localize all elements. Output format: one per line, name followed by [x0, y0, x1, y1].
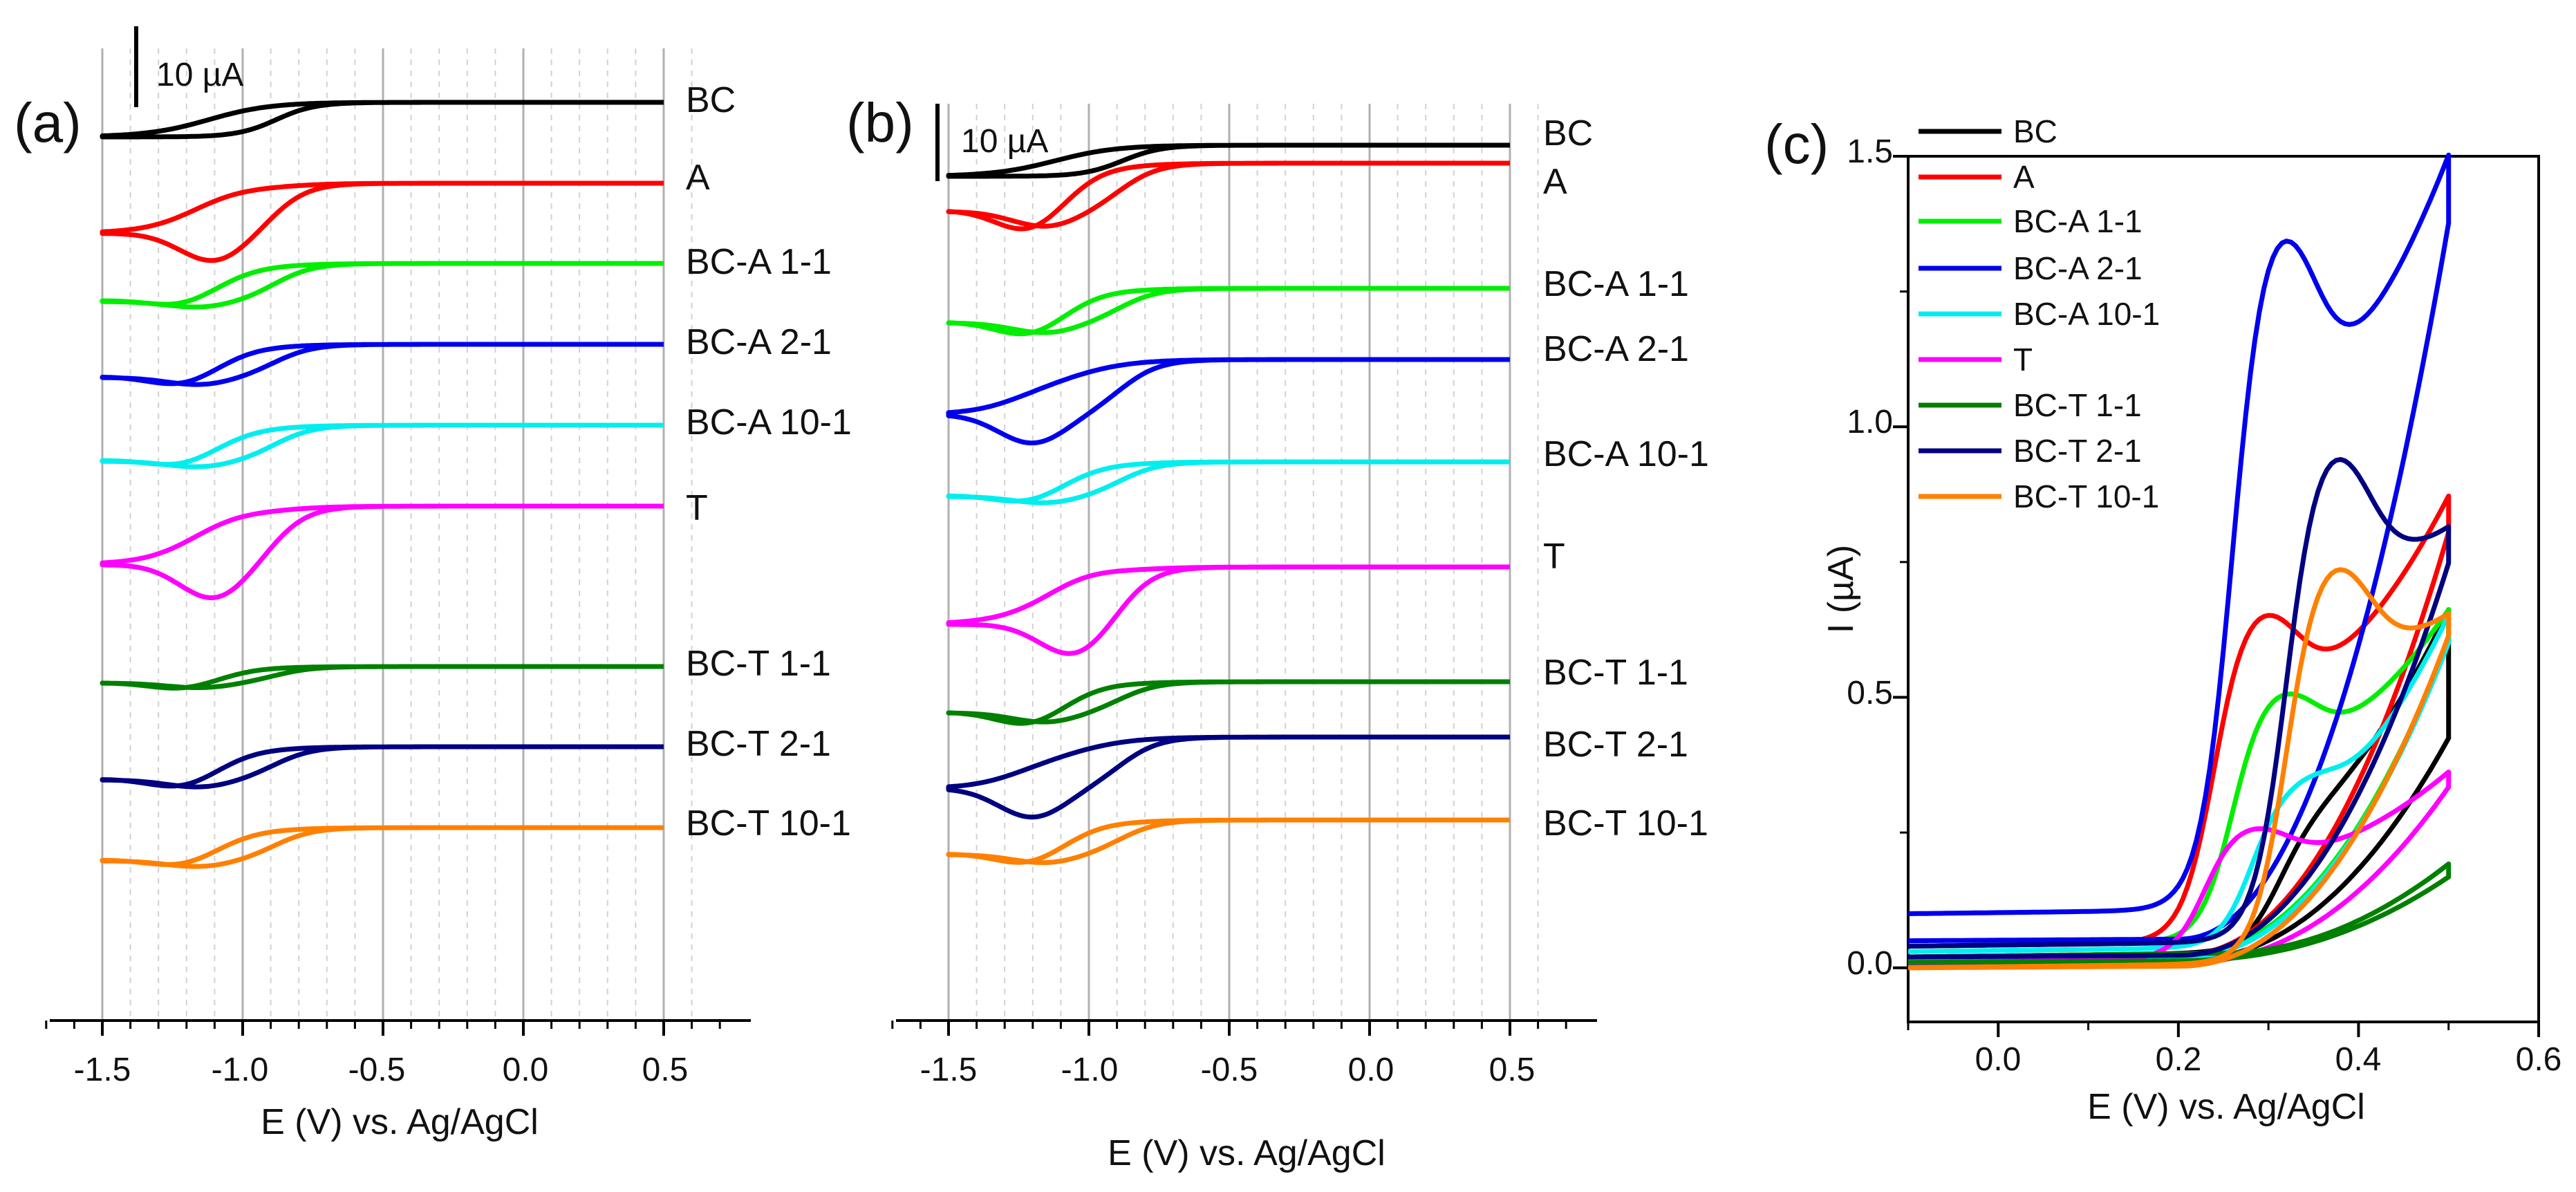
- panel-b-trace-labels: BC A BC-A 1-1 BC-A 2-1 BC-A 10-1 T BC-T …: [1543, 113, 1709, 844]
- panel-b-trace-label: BC-A 2-1: [1543, 329, 1689, 369]
- cv-trace-bc-t-2-1: [1908, 457, 2452, 960]
- panel-a-traces: [100, 100, 664, 869]
- panel-b-trace-label: BC-A 1-1: [1543, 264, 1689, 304]
- panel-b-scalebar-label: 10 µA: [961, 123, 1048, 160]
- panel-b-trace-label: BC: [1543, 113, 1593, 153]
- cv-trace-t: [946, 564, 1510, 656]
- cv-trace-bc-t-2-1: [100, 744, 664, 790]
- panel-c-traces: [1907, 152, 2452, 971]
- panel-c-y-tick-labels: 0.0 0.5 1.0 1.5: [1847, 133, 1893, 982]
- panel-c-x-tick-label: 0.6: [2516, 1041, 2562, 1078]
- cv-trace-bc-t-2-1: [946, 734, 1510, 820]
- legend-label: BC-T 2-1: [2013, 433, 2142, 469]
- panel-a-trace-label: BC-A 2-1: [686, 322, 832, 362]
- cv-trace-bc-a-2-1: [946, 357, 1510, 446]
- panel-b-traces: [946, 142, 1510, 866]
- panel-a-trace-label: T: [686, 488, 708, 528]
- panel-a-x-tick-label: 0.5: [642, 1052, 689, 1088]
- panel-b-trace-label: BC-A 10-1: [1543, 434, 1709, 474]
- legend-label: A: [2013, 159, 2035, 195]
- panel-c-y-tick-label: 1.5: [1847, 133, 1893, 170]
- panel-b-x-tick-label: -0.5: [1201, 1052, 1258, 1088]
- panel-c-ticks: [1893, 155, 2540, 1037]
- panel-a-trace-label: BC-A 10-1: [686, 402, 852, 443]
- panel-c-x-tick-labels: 0.0 0.2 0.4 0.6: [1975, 1041, 2562, 1078]
- cv-trace-bc: [946, 142, 1510, 179]
- panel-b: (b) -1.5 -1.0 -0.5 0.0 0.5 E (V) vs. Ag/…: [846, 92, 1709, 1173]
- cv-trace-t: [100, 503, 664, 600]
- panel-c-y-axis-title: I (µA): [1821, 545, 1861, 633]
- cv-trace-bc-t-1-1: [100, 664, 664, 691]
- panel-b-x-tick-label: -1.5: [920, 1052, 978, 1088]
- panel-b-trace-label: A: [1543, 162, 1567, 202]
- panel-a-trace-label: BC-A 1-1: [686, 242, 832, 282]
- panel-a-x-ticks: [45, 1021, 721, 1036]
- legend-label: BC: [2013, 113, 2057, 149]
- panel-a-x-tick-labels: -1.5 -1.0 -0.5 0.0 0.5: [74, 1052, 689, 1088]
- cv-trace-bc-a-10-1: [946, 459, 1510, 505]
- cv-trace-a: [100, 180, 664, 263]
- panel-b-trace-label: BC-T 1-1: [1543, 653, 1688, 693]
- panel-b-grid: [947, 104, 1539, 1021]
- cv-trace-bc-t-1-1: [946, 679, 1510, 726]
- panel-c-y-tick-label: 0.0: [1847, 945, 1893, 982]
- legend-label: BC-A 10-1: [2013, 296, 2160, 332]
- panel-a-scalebar-label: 10 µA: [156, 57, 243, 93]
- panel-c-x-axis-title: E (V) vs. Ag/AgCl: [2087, 1087, 2365, 1127]
- panel-a-trace-labels: BC A BC-A 1-1 BC-A 2-1 BC-A 10-1 T BC-T …: [686, 80, 852, 844]
- panel-a-trace-label: BC-T 1-1: [686, 644, 831, 684]
- panel-a-scalebar: 10 µA: [134, 26, 243, 107]
- cv-trace-bc-t-10-1: [946, 817, 1510, 866]
- panel-a-trace-label: A: [686, 158, 710, 198]
- panel-b-scalebar: 10 µA: [935, 104, 1048, 181]
- legend-label: BC-T 1-1: [2013, 387, 2142, 423]
- cv-trace-bc-a-2-1: [1907, 152, 2452, 944]
- panel-a: (a) -1.5 -1.0 -0.5 0.0 0.5 E (V) vs. Ag/…: [14, 26, 852, 1142]
- panel-c-y-tick-label: 0.5: [1847, 675, 1893, 711]
- panel-c-x-tick-label: 0.4: [2335, 1041, 2382, 1078]
- panel-b-x-axis-title: E (V) vs. Ag/AgCl: [1108, 1133, 1385, 1173]
- cv-trace-bc-t-10-1: [100, 825, 664, 869]
- panel-a-x-axis-title: E (V) vs. Ag/AgCl: [261, 1102, 539, 1142]
- panel-b-trace-label: T: [1543, 537, 1565, 577]
- legend-label: BC-T 10-1: [2013, 478, 2159, 514]
- cv-trace-bc: [100, 100, 664, 140]
- panel-c-label: (c): [1764, 113, 1829, 175]
- cv-trace-bc-a-1-1: [100, 261, 664, 310]
- panel-b-x-tick-label: 0.5: [1489, 1052, 1536, 1088]
- panel-a-x-tick-label: -1.0: [212, 1052, 269, 1088]
- cv-trace-bc-a-10-1: [100, 422, 664, 469]
- cv-trace-a: [946, 160, 1510, 232]
- panel-c-legend: BC A BC-A 1-1 BC-A 2-1 BC-A 10-1 T BC-T …: [1919, 113, 2160, 514]
- panel-b-trace-label: BC-T 2-1: [1543, 725, 1688, 765]
- panel-b-label: (b): [846, 92, 914, 153]
- panel-b-x-tick-label: 0.0: [1348, 1052, 1394, 1088]
- panel-b-x-tick-label: -1.0: [1061, 1052, 1119, 1088]
- panel-a-trace-label: BC: [686, 80, 736, 120]
- panel-a-x-tick-label: -0.5: [348, 1052, 406, 1088]
- panel-a-label: (a): [14, 92, 82, 153]
- cv-trace-t: [1907, 770, 2452, 968]
- panel-a-grid: [101, 48, 693, 1021]
- panel-a-trace-label: BC-T 10-1: [686, 803, 851, 844]
- panel-c-y-tick-label: 1.0: [1847, 404, 1893, 440]
- legend-label: BC-A 1-1: [2013, 203, 2143, 239]
- cv-trace-bc-t-10-1: [1907, 567, 2452, 971]
- panel-c-plot-frame: [1907, 155, 2540, 1023]
- panel-a-x-tick-label: 0.0: [503, 1052, 549, 1088]
- panel-c-x-tick-label: 0.2: [2156, 1041, 2202, 1078]
- panel-a-trace-label: BC-T 2-1: [686, 724, 831, 764]
- panel-a-x-tick-label: -1.5: [74, 1052, 131, 1088]
- panel-b-x-tick-labels: -1.5 -1.0 -0.5 0.0 0.5: [920, 1052, 1536, 1088]
- panel-c: (c) 0.0 0.5 1.0 1.5 0.0 0.2 0.4 0.6 E (V…: [1764, 113, 2561, 1127]
- legend-label: T: [2013, 342, 2033, 378]
- panel-b-trace-label: BC-T 10-1: [1543, 803, 1708, 844]
- panel-c-x-tick-label: 0.0: [1975, 1041, 2022, 1078]
- panel-b-x-ticks: [891, 1021, 1567, 1036]
- legend-label: BC-A 2-1: [2013, 250, 2143, 286]
- cv-trace-bc-a-2-1: [100, 342, 664, 387]
- cv-trace-bc-a-1-1: [946, 286, 1510, 337]
